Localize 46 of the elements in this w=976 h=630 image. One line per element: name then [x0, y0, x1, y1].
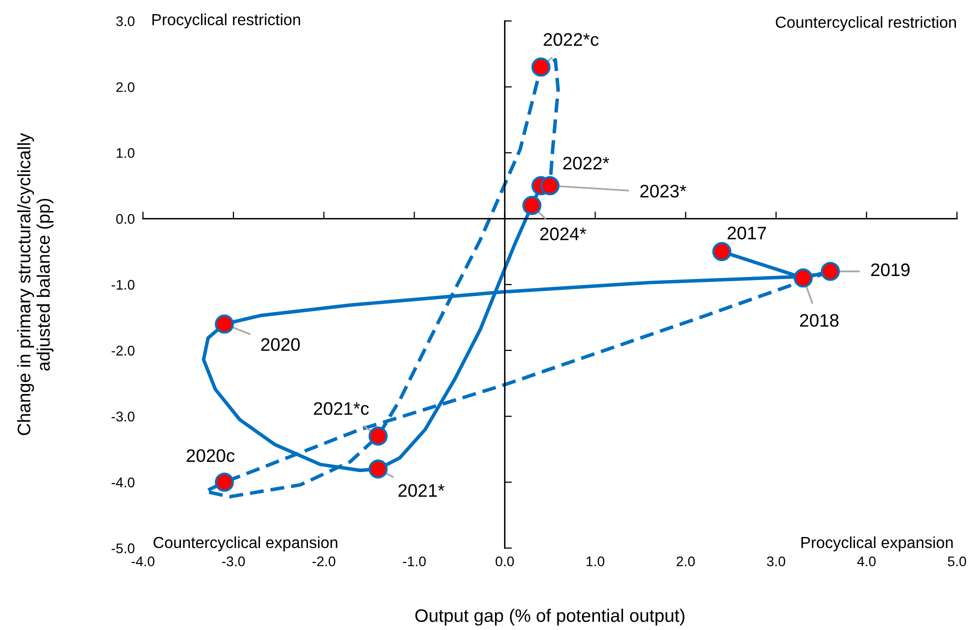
x-tick-label: 4.0 [857, 556, 876, 566]
point [214, 472, 234, 492]
point [712, 242, 732, 262]
x-tick-label: 3.0 [766, 556, 786, 566]
annotation: 2017 [728, 226, 766, 240]
point [368, 426, 388, 446]
annotation: 2020c [186, 449, 235, 462]
y-tick-label: -2.0 [112, 346, 134, 356]
y-tick-label: 0.0 [116, 214, 134, 224]
point [214, 314, 234, 334]
annotation: 2019 [871, 263, 910, 276]
annotation: 2021*c [314, 402, 369, 415]
point [820, 262, 840, 281]
point [540, 176, 560, 196]
x-tick-label: 5.0 [948, 556, 966, 566]
point [531, 58, 550, 77]
y-tick-label: 2.0 [116, 82, 134, 92]
y-tick-label: 1.0 [116, 148, 134, 158]
y-tick-label: -4.0 [112, 478, 134, 488]
y-tick-label: -3.0 [112, 412, 134, 422]
annotation: 2024* [540, 228, 586, 240]
annotation: 2020 [261, 338, 300, 351]
x-axis-title: Output gap (% of potential output) [415, 608, 684, 626]
annotation: Procyclical restriction [152, 14, 300, 28]
annotation: 2022*c [544, 33, 599, 46]
annotation: Countercyclical restriction [776, 16, 956, 32]
y-axis-title: Change in primary structural/cyclically adjusted balance (pp) [17, 133, 54, 436]
x-tick-label: -4.0 [132, 556, 154, 566]
x-tick-label: -1.0 [402, 556, 426, 566]
annotation: Countercyclical expansion [154, 536, 338, 552]
point [794, 268, 813, 288]
x-tick-label: 2.0 [676, 556, 695, 566]
annotation: Procyclical expansion [801, 536, 953, 552]
point [522, 196, 542, 216]
annotation: 2022* [563, 156, 610, 170]
x-tick-label: 0.0 [496, 556, 514, 566]
annotation: 2018 [800, 314, 839, 327]
y-tick-label: 3.0 [116, 16, 134, 26]
annotation: 2023* [640, 184, 686, 198]
point [368, 459, 388, 479]
x-tick-label: -2.0 [312, 556, 336, 566]
x-tick-label: 1.0 [586, 556, 604, 566]
y-tick-label: -1.0 [112, 280, 134, 290]
x-tick-label: -3.0 [222, 556, 245, 566]
y-tick-label: -5.0 [112, 543, 134, 554]
annotation: 2021* [398, 484, 444, 497]
